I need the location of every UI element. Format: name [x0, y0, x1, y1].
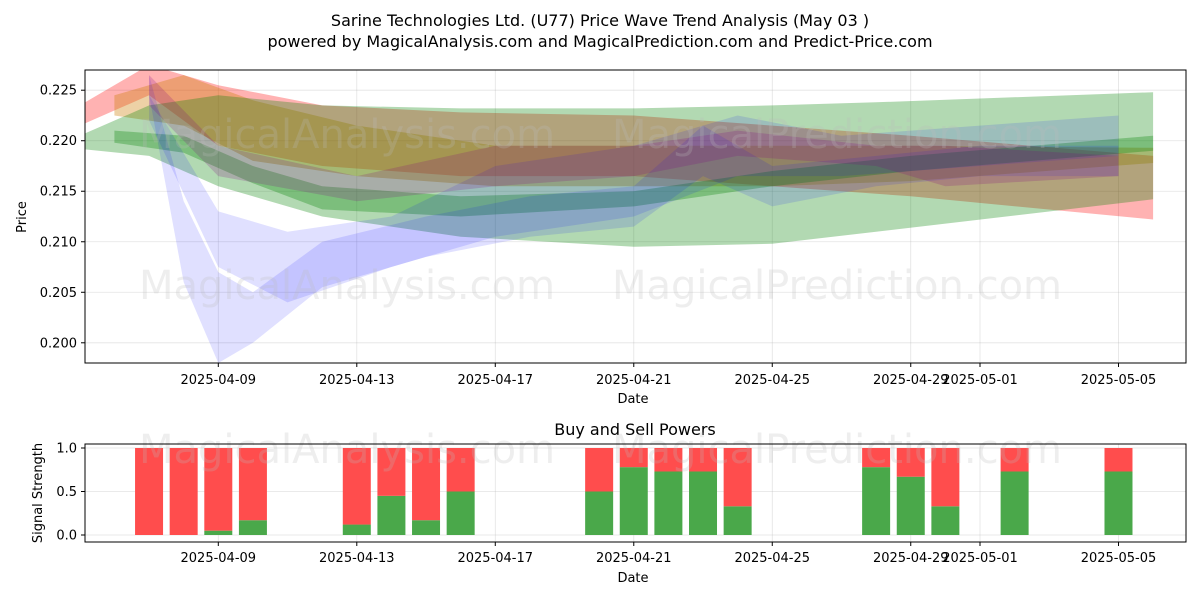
power-xlabel: Date [617, 571, 648, 586]
power-xtick-label: 2025-05-01 [942, 551, 1018, 566]
sell-bar [931, 448, 960, 507]
sell-bar [377, 448, 406, 496]
buy-bar [377, 495, 406, 535]
price-xtick-label: 2025-04-21 [596, 373, 672, 388]
price-band-green [85, 92, 1154, 247]
price-xtick-label: 2025-04-09 [181, 373, 257, 388]
buy-bar [412, 520, 441, 535]
buy-bar [1104, 471, 1133, 535]
sell-bar [896, 448, 925, 477]
sell-bar [342, 448, 371, 525]
power-xtick-label: 2025-04-25 [734, 551, 810, 566]
sell-bar [619, 448, 648, 468]
price-ytick-label: 0.215 [40, 185, 77, 200]
sell-bar [412, 448, 441, 521]
buy-bar [931, 506, 960, 535]
price-bands [85, 70, 1154, 363]
buy-bar [654, 471, 683, 535]
watermark-left-upper: MagicalAnalysis.com [139, 112, 555, 158]
power-ytick-label: 0.5 [56, 485, 77, 500]
price-xtick-label: 2025-05-05 [1081, 373, 1157, 388]
buy-bar [446, 491, 475, 535]
buy-bar [204, 530, 233, 535]
power-xtick-label: 2025-04-29 [873, 551, 949, 566]
sell-bar [446, 448, 475, 492]
power-ticks: 2025-04-09 2025-04-13 2025-04-17 2025-04-21… [56, 442, 1156, 567]
sell-bar [723, 448, 752, 507]
power-xtick-label: 2025-05-05 [1081, 551, 1157, 566]
sell-bar [689, 448, 718, 472]
watermark-left: MagicalAnalysis.com [139, 263, 555, 309]
price-ylabel: Price [15, 201, 30, 233]
sell-bar [1000, 448, 1029, 472]
price-band-purple [149, 75, 1119, 202]
buy-bar [619, 467, 648, 535]
sell-bar [204, 448, 233, 531]
watermark-right: MagicalPrediction.com [612, 263, 1062, 309]
price-xtick-label: 2025-04-17 [457, 373, 533, 388]
price-ytick-label: 0.225 [40, 84, 77, 99]
price-xtick-label: 2025-04-13 [319, 373, 395, 388]
price-grid [85, 70, 1186, 363]
power-xtick-label: 2025-04-21 [596, 551, 672, 566]
price-axes-frame [84, 69, 1187, 364]
price-ticks: 2025-04-09 2025-04-13 2025-04-17 2025-04-21… [40, 84, 1156, 388]
buy-bar [238, 520, 267, 535]
watermark-left-bottom: MagicalAnalysis.com [139, 427, 555, 473]
power-panel: Buy and Sell Powers MagicalAnalysis.com … [31, 420, 1187, 586]
price-band-green [114, 130, 1154, 217]
price-ytick-label: 0.210 [40, 235, 77, 250]
buy-bar [862, 467, 891, 535]
price-ytick-label: 0.200 [40, 336, 77, 351]
buy-bar [585, 491, 614, 535]
sell-bar [238, 448, 267, 521]
watermark-right-upper: MagicalPrediction.com [612, 112, 1062, 158]
price-band-blue [149, 95, 1119, 303]
buy-bar [896, 476, 925, 535]
power-ylabel: Signal Strength [31, 443, 46, 543]
buy-bar [723, 506, 752, 535]
sell-bar [1104, 448, 1133, 472]
power-ytick-label: 0.0 [56, 529, 77, 544]
buy-bar [1000, 471, 1029, 535]
sell-bar [585, 448, 614, 492]
price-panel: MagicalAnalysis.com MagicalPrediction.co… [15, 69, 1187, 407]
sell-bar [654, 448, 683, 472]
price-band-orange [114, 75, 1154, 187]
power-xtick-label: 2025-04-13 [319, 551, 395, 566]
power-title: Buy and Sell Powers [554, 420, 716, 439]
buy-bar [342, 524, 371, 535]
sell-bar [169, 448, 198, 535]
sell-bar [862, 448, 891, 468]
power-ytick-label: 1.0 [56, 442, 77, 457]
price-xlabel: Date [617, 392, 648, 407]
price-ytick-label: 0.205 [40, 286, 77, 301]
chart-subtitle: powered by MagicalAnalysis.com and Magic… [267, 32, 932, 51]
price-band-blue [149, 75, 1119, 363]
power-bars [135, 448, 1133, 535]
price-xtick-label: 2025-05-01 [942, 373, 1018, 388]
price-ytick-label: 0.220 [40, 134, 77, 149]
power-xtick-label: 2025-04-09 [181, 551, 257, 566]
price-xtick-label: 2025-04-29 [873, 373, 949, 388]
price-band-red [85, 70, 1154, 220]
sell-bar [135, 448, 164, 535]
power-axes-frame [84, 443, 1187, 543]
chart-title: Sarine Technologies Ltd. (U77) Price Wav… [331, 11, 869, 30]
buy-bar [689, 471, 718, 535]
price-xtick-label: 2025-04-25 [734, 373, 810, 388]
power-xtick-label: 2025-04-17 [457, 551, 533, 566]
watermark-right-bottom: MagicalPrediction.com [612, 427, 1062, 473]
